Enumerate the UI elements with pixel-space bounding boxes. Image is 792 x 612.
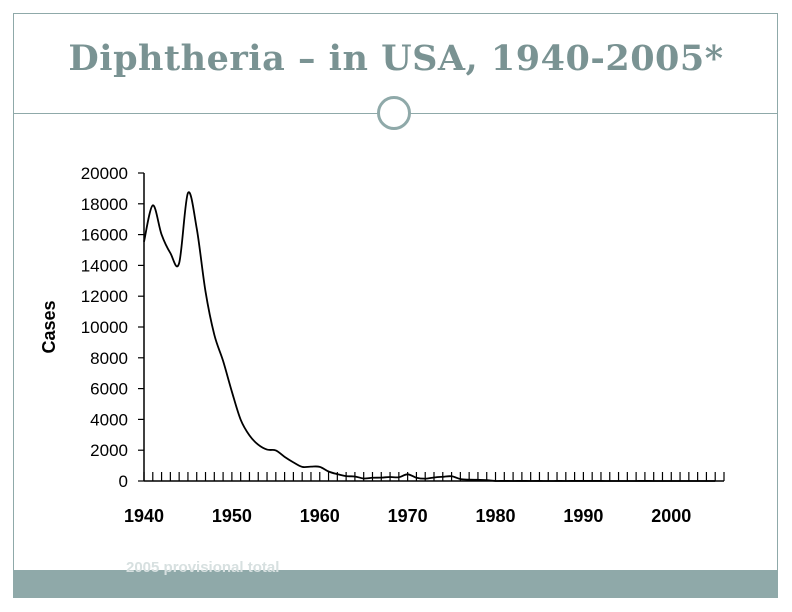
x-tick-label: 1950 (212, 506, 252, 526)
y-tick-label: 16000 (81, 226, 128, 245)
ring-ornament-icon (377, 96, 411, 130)
y-tick-label: 0 (119, 472, 128, 491)
x-tick-label: 1940 (124, 506, 164, 526)
y-tick-label: 12000 (81, 287, 128, 306)
x-tick-label: 1970 (388, 506, 428, 526)
x-tick-label: 2000 (651, 506, 691, 526)
x-tick-label: 1990 (563, 506, 603, 526)
x-tick-label: 1960 (300, 506, 340, 526)
y-tick-label: 10000 (81, 318, 128, 337)
footnote: 2005 provisional total (126, 559, 280, 576)
x-tick-label: 1980 (475, 506, 515, 526)
footer-bar (13, 570, 778, 598)
y-axis: 0 2000 4000 6000 8000 10000 12000 14000 16000 180… (81, 164, 145, 491)
y-tick-label: 8000 (90, 349, 128, 368)
y-tick-label: 6000 (90, 380, 128, 399)
y-tick-label: 18000 (81, 195, 128, 214)
y-axis-title: Cases (39, 300, 59, 353)
y-tick-label: 4000 (90, 410, 128, 429)
y-tick-label: 14000 (81, 256, 128, 275)
series-group (143, 191, 716, 482)
slide-title: Diphtheria – in USA, 1940-2005* (68, 38, 724, 79)
y-tick-label: 20000 (81, 164, 128, 183)
y-tick-label: 2000 (90, 441, 128, 460)
series-line-0 (143, 191, 716, 482)
